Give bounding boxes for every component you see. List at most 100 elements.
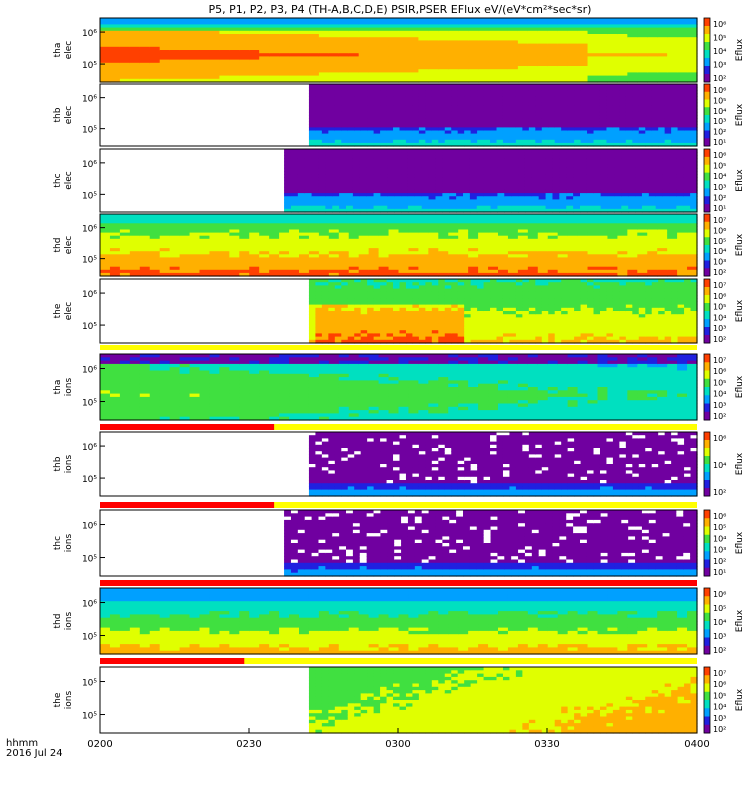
heatmap-cell xyxy=(537,46,549,51)
heatmap-cell xyxy=(199,40,211,45)
heatmap-cell xyxy=(386,105,394,110)
colorbar-step xyxy=(704,50,710,54)
heatmap-cell xyxy=(393,130,401,135)
heatmap-cell xyxy=(567,56,579,61)
heatmap-cell xyxy=(438,46,449,51)
heatmap-cell xyxy=(358,75,370,80)
heatmap-cell xyxy=(308,84,317,88)
heatmap-cell xyxy=(328,69,340,73)
heatmap-cell xyxy=(627,69,638,73)
heatmap-cell xyxy=(321,142,329,147)
heatmap-cell xyxy=(249,72,260,77)
heatmap-cell xyxy=(321,108,329,113)
heatmap-cell xyxy=(328,96,336,101)
heatmap-cell xyxy=(360,139,368,144)
heatmap-cell xyxy=(470,87,478,91)
heatmap-cell xyxy=(470,102,478,107)
heatmap-cell xyxy=(431,133,439,138)
heatmap-cell xyxy=(438,78,449,83)
heatmap-cell xyxy=(398,18,410,22)
heatmap-cell xyxy=(318,27,330,32)
heatmap-cell xyxy=(259,62,270,67)
heatmap-cell xyxy=(179,37,191,41)
heatmap-cell xyxy=(607,18,618,22)
heatmap-cell xyxy=(507,37,519,41)
heatmap-cell xyxy=(109,53,121,57)
heatmap-cell xyxy=(360,108,368,113)
heatmap-cell xyxy=(199,53,211,57)
heatmap-cell xyxy=(428,46,439,51)
heatmap-cell xyxy=(358,21,370,25)
heatmap-cell xyxy=(367,87,375,91)
heatmap-cell xyxy=(341,93,349,97)
heatmap-cell xyxy=(687,53,698,57)
heatmap-cell xyxy=(380,118,388,122)
heatmap-cell xyxy=(129,50,141,54)
heatmap-cell xyxy=(438,127,446,132)
heatmap-cell xyxy=(496,108,504,113)
heatmap-cell xyxy=(239,43,250,48)
heatmap-cell xyxy=(478,66,489,70)
heatmap-cell xyxy=(488,78,499,83)
heatmap-cell xyxy=(129,62,141,67)
heatmap-cell xyxy=(483,130,491,135)
heatmap-cell xyxy=(428,69,439,73)
heatmap-cell xyxy=(289,37,300,41)
heatmap-cell xyxy=(179,46,191,51)
heatmap-cell xyxy=(457,105,465,110)
heatmap-cell xyxy=(358,34,370,38)
heatmap-cell xyxy=(315,124,323,128)
heatmap-cell xyxy=(418,37,429,41)
heatmap-cell xyxy=(398,69,410,73)
heatmap-cell xyxy=(100,53,111,57)
heatmap-cell xyxy=(360,124,368,128)
heatmap-cell xyxy=(478,30,489,35)
heatmap-cell xyxy=(490,99,498,104)
heatmap-cell xyxy=(477,136,485,141)
heatmap-cell xyxy=(289,40,300,45)
heatmap-cell xyxy=(425,118,433,122)
heatmap-cell xyxy=(368,43,380,48)
heatmap-cell xyxy=(408,62,419,67)
heatmap-cell xyxy=(348,37,360,41)
heatmap-cell xyxy=(418,87,426,91)
heatmap-cell xyxy=(507,53,519,57)
heatmap-cell xyxy=(502,115,511,119)
heatmap-cell xyxy=(321,115,329,119)
heatmap-cell xyxy=(308,133,317,138)
heatmap-cell xyxy=(179,18,191,22)
heatmap-cell xyxy=(567,43,579,48)
heatmap-cell xyxy=(458,40,469,45)
heatmap-cell xyxy=(334,124,342,128)
heatmap-cell xyxy=(179,24,191,29)
heatmap-cell xyxy=(378,78,390,83)
heatmap-cell xyxy=(308,69,320,73)
heatmap-cell xyxy=(498,37,509,41)
heatmap-cell xyxy=(478,43,489,48)
heatmap-cell xyxy=(547,27,559,32)
heatmap-cell xyxy=(358,37,370,41)
heatmap-cell xyxy=(451,90,459,94)
heatmap-cell xyxy=(496,96,504,101)
heatmap-cell xyxy=(360,115,368,119)
heatmap-cell xyxy=(308,37,320,41)
heatmap-cell xyxy=(358,69,370,73)
heatmap-cell xyxy=(259,37,270,41)
heatmap-cell xyxy=(477,108,485,113)
heatmap-cell xyxy=(496,142,504,147)
heatmap-cell xyxy=(318,69,330,73)
heatmap-cell xyxy=(478,34,489,38)
heatmap-cell xyxy=(405,102,414,107)
heatmap-cell xyxy=(444,127,452,132)
heatmap-cell xyxy=(398,66,410,70)
heatmap-cell xyxy=(667,34,678,38)
heatmap-cell xyxy=(279,75,290,80)
heatmap-cell xyxy=(567,72,579,77)
heatmap-cell xyxy=(149,27,161,32)
heatmap-cell xyxy=(299,30,310,35)
heatmap-cell xyxy=(139,59,151,64)
heatmap-cell xyxy=(269,78,280,83)
heatmap-cell xyxy=(386,121,394,125)
heatmap-cell xyxy=(299,40,310,45)
colorbar-tick-label: 10⁶ xyxy=(713,86,726,95)
